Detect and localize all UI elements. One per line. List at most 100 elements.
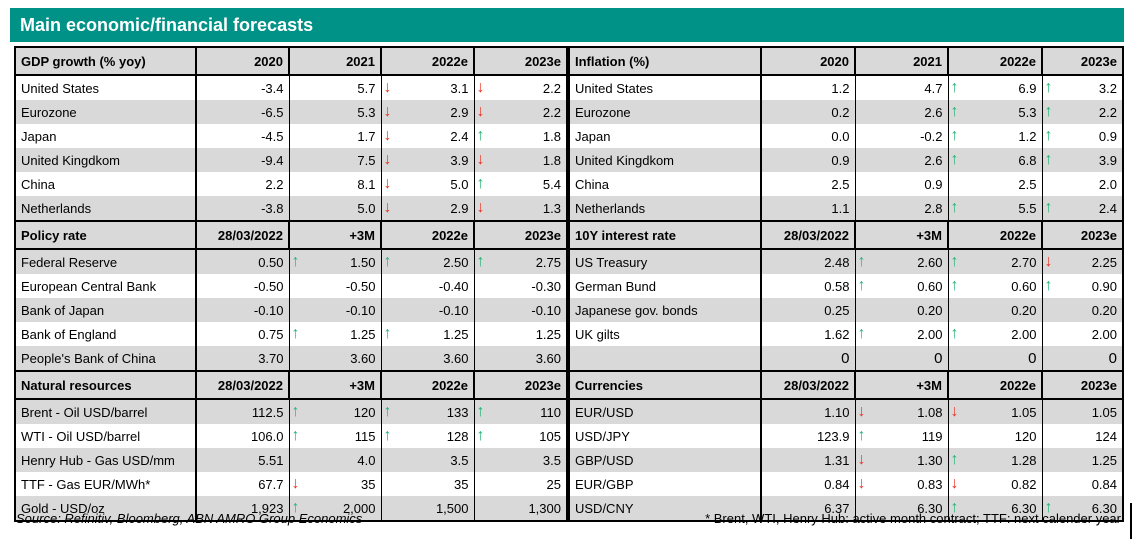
value-cell-content: -0.10 [382,298,474,322]
section-header-cell: Inflation (%) [568,46,762,76]
value-text: -0.10 [345,302,376,318]
value-cell-content: ↑ 2.60 [856,250,948,274]
value-cell: 0 [1041,346,1123,371]
value-text: -3.4 [261,80,284,96]
value-text: 2.00 [1091,326,1117,342]
up-arrow-icon: ↑ [950,277,959,294]
value-text: -0.50 [345,278,376,294]
value-cell-content: ↑ 3.2 [1043,76,1122,100]
value-cell: 5.7 [288,75,381,100]
value-cell: ↓ 3.9 [380,148,474,172]
value-text: 0 [1028,349,1037,367]
section-header-row: 10Y interest rate 28/03/2022 +3M 2022e 2023e [568,220,1124,250]
value-cell-content: ↑ 128 [382,424,474,448]
column-header-cell: +3M [288,220,382,250]
value-text: 6.30 [1091,500,1117,516]
column-header-cell: +3M [854,220,949,250]
value-cell: 0 [947,346,1042,371]
footer-note: * Brent, WTI, Henry Hub: active month co… [705,511,1121,526]
table-row: Japan 0.0 -0.2 ↑ 1.2 ↑ 0.9 [569,124,1123,148]
value-cell-content: 5.51 [197,448,289,472]
value-cell-content: ↑ 0.90 [1043,274,1122,298]
value-text: 5.4 [542,176,561,192]
value-cell-content: 3.5 [475,448,566,472]
table-row: United Kingdkom 0.9 2.6 ↑ 6.8 ↑ 3.9 [569,148,1123,172]
value-text: 5.3 [1018,104,1037,120]
value-cell: ↓ 2.4 [380,124,474,148]
value-cell: -0.10 [288,298,381,322]
value-cell-content: 5.3 [290,100,381,124]
up-arrow-icon: ↑ [950,325,959,342]
value-cell-content: ↑ 2.70 [949,250,1042,274]
value-text: 1.30 [917,452,943,468]
value-text: 5.0 [357,200,376,216]
row-label: EUR/GBP [569,472,762,496]
up-arrow-icon: ↑ [950,499,959,516]
value-cell: 4.7 [854,75,948,100]
value-text: 2.25 [1091,254,1117,270]
value-text: 105 [539,428,561,444]
column-header-cell: 2023e [473,370,568,400]
value-cell: 0.9 [854,172,948,196]
value-cell-content: ↑ 6.9 [949,76,1042,100]
value-text: 1.3 [542,200,561,216]
value-text: 112.5 [251,404,284,420]
value-text: 7.5 [357,152,376,168]
table-row: Netherlands 1.1 2.8 ↑ 5.5 ↑ 2.4 [569,196,1123,221]
value-text: 1.25 [535,326,561,342]
value-text: 115 [354,428,376,444]
value-cell: 120 [947,424,1042,448]
table-row: Japanese gov. bonds 0.25 0.20 0.20 0.20 [569,298,1123,322]
up-arrow-icon: ↑ [857,325,866,342]
row-label: German Bund [569,274,762,298]
value-text: 3.60 [535,350,561,366]
value-text: 5.7 [357,80,376,96]
value-cell-content: ↑ 5.3 [949,100,1042,124]
value-cell: ↑ 2.2 [1041,100,1123,124]
table-row: Henry Hub - Gas USD/mm 5.51 4.0 3.5 3.5 [15,448,567,472]
value-text: 2.9 [450,104,469,120]
value-cell: ↓ 5.0 [380,172,474,196]
value-text: -0.40 [438,278,469,294]
value-text: 0.75 [258,326,284,342]
row-label: Japanese gov. bonds [569,298,762,322]
section-header-row: Inflation (%) 2020 2021 2022e 2023e [568,46,1124,76]
up-arrow-icon: ↑ [383,427,392,444]
table-row: United Kingdkom -9.4 7.5 ↓ 3.9 ↓ 1.8 [15,148,567,172]
column-header-cell: 2023e [473,220,568,250]
value-cell-content: 1.05 [1043,400,1122,424]
value-cell-content: 0.9 [762,148,855,172]
value-cell-content: ↑ 1.2 [949,124,1042,148]
table-row: 0 0 0 0 [569,346,1123,371]
section-header-row: GDP growth (% yoy) 2020 2021 2022e 2023e [14,46,568,76]
value-cell-content: ↑ 6.8 [949,148,1042,172]
value-cell-content: 0.20 [949,298,1042,322]
section-header-cell: 10Y interest rate [568,220,762,250]
forecast-tables: GDP growth (% yoy) 2020 2021 2022e 2023e Unit… [14,46,1124,522]
value-cell: 1.1 [760,196,855,221]
value-cell-content: -0.10 [197,298,289,322]
value-cell: 2.6 [854,148,948,172]
value-cell: 0.50 [195,249,289,274]
column-header-cell: 2022e [947,370,1043,400]
up-arrow-icon: ↑ [950,103,959,120]
value-text: 0.20 [1091,302,1117,318]
down-arrow-icon: ↓ [857,403,866,420]
value-cell: ↓ 1.8 [473,148,567,172]
up-arrow-icon: ↑ [291,403,300,420]
value-cell: -0.50 [288,274,381,298]
value-text: -6.5 [261,104,284,120]
value-cell-content: 2.6 [856,100,948,124]
value-cell: 0.9 [760,148,855,172]
section-header-cell: GDP growth (% yoy) [14,46,197,76]
value-cell: 1.31 [760,448,855,472]
value-text: -0.2 [920,128,943,144]
value-cell: ↑ 0.60 [947,274,1042,298]
value-cell: 0 [854,346,948,371]
value-cell-content: -0.50 [290,274,381,298]
value-cell-content: ↓ 2.2 [475,100,566,124]
value-text: 6.37 [824,500,850,516]
up-arrow-icon: ↑ [291,427,300,444]
value-text: 0.9 [831,152,850,168]
value-cell: 0.25 [760,298,855,322]
